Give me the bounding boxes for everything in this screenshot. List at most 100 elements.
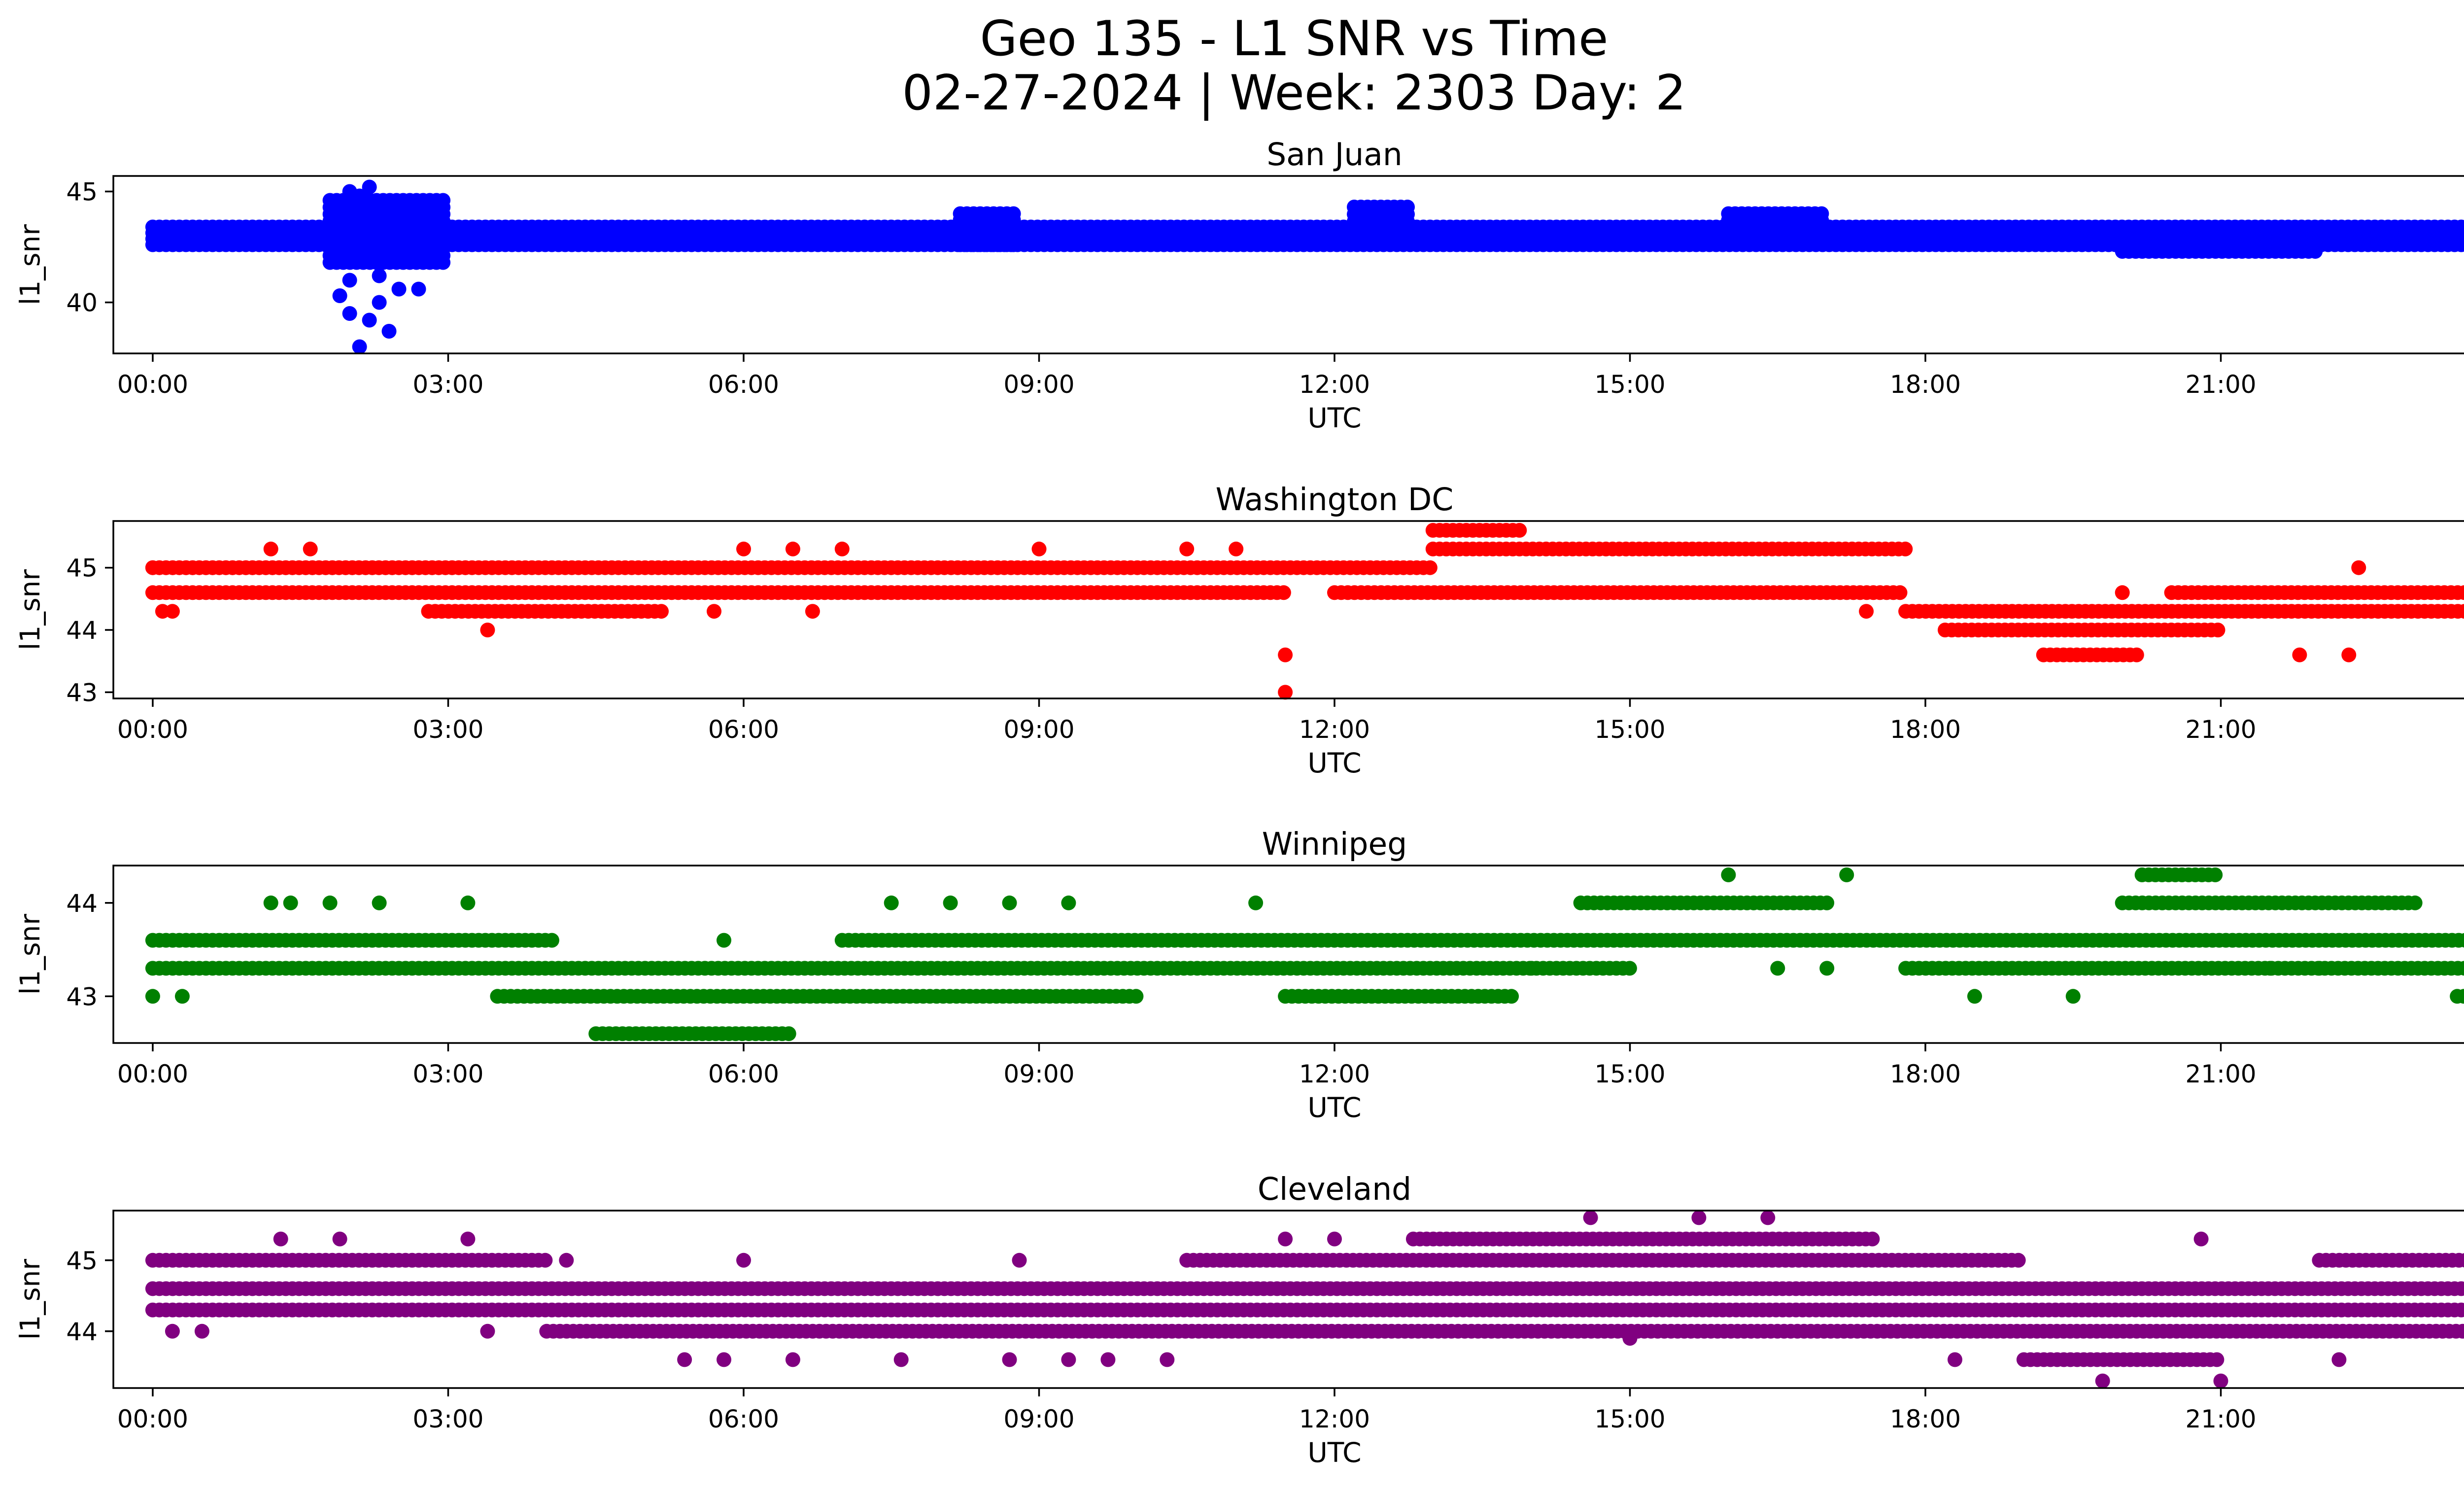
data-point bbox=[372, 268, 387, 283]
data-point bbox=[2457, 961, 2464, 976]
data-point bbox=[283, 895, 298, 910]
data-point bbox=[943, 895, 958, 910]
x-tick-label: 00:00 bbox=[117, 1060, 188, 1088]
data-point bbox=[372, 895, 387, 910]
data-point bbox=[1553, 585, 1569, 600]
plot-frame bbox=[112, 175, 2464, 354]
data-point bbox=[544, 933, 559, 948]
data-point bbox=[1248, 895, 1264, 910]
data-point bbox=[805, 604, 820, 619]
data-point bbox=[1179, 541, 1195, 556]
x-axis-label: UTC bbox=[1307, 1092, 1361, 1123]
data-point bbox=[2129, 647, 2144, 662]
data-point bbox=[460, 895, 476, 910]
data-point bbox=[2457, 604, 2464, 619]
data-point bbox=[834, 541, 850, 556]
x-tick-label: 03:00 bbox=[412, 715, 483, 744]
x-tick-label: 06:00 bbox=[708, 715, 779, 744]
x-tick-label: 09:00 bbox=[1003, 715, 1074, 744]
data-point bbox=[1859, 604, 1874, 619]
data-point bbox=[1400, 200, 1415, 214]
data-point bbox=[1622, 961, 1637, 976]
data-point bbox=[372, 295, 387, 310]
x-tick-label: 18:00 bbox=[1890, 715, 1961, 744]
subplot-panels: San Juan 00:00 03:00 06:00 09:00 12:00 15:00 18… bbox=[14, 137, 2464, 1468]
data-point bbox=[1276, 585, 1291, 600]
data-point bbox=[2455, 1323, 2464, 1339]
data-point bbox=[2407, 895, 2423, 910]
data-point bbox=[654, 604, 669, 619]
y-tick-label: 43 bbox=[66, 678, 98, 707]
data-point bbox=[1031, 541, 1047, 556]
x-tick-label: 15:00 bbox=[1594, 715, 1665, 744]
subplot-title: San Juan bbox=[1266, 137, 1403, 173]
data-point bbox=[538, 1252, 553, 1268]
data-series bbox=[145, 867, 2464, 1042]
data-point bbox=[2458, 933, 2464, 948]
data-point bbox=[1721, 867, 1736, 882]
x-tick-label: 12:00 bbox=[1299, 1060, 1370, 1088]
data-point bbox=[2454, 1302, 2464, 1318]
data-series bbox=[145, 1210, 2464, 1389]
data-point bbox=[1006, 206, 1021, 221]
y-tick-label: 40 bbox=[66, 289, 98, 317]
data-point bbox=[401, 195, 416, 210]
data-series bbox=[145, 179, 2464, 354]
x-tick-label: 00:00 bbox=[117, 715, 188, 744]
subplot-title: Cleveland bbox=[1258, 1171, 1411, 1207]
y-tick-label: 44 bbox=[66, 889, 98, 918]
x-tick-label: 12:00 bbox=[1299, 370, 1370, 399]
data-point bbox=[2460, 1303, 2464, 1317]
data-point bbox=[2262, 961, 2278, 976]
data-point bbox=[884, 895, 899, 910]
x-tick-label: 03:00 bbox=[412, 1060, 483, 1088]
data-point bbox=[1819, 895, 1835, 910]
data-point bbox=[2454, 1281, 2464, 1296]
chart-title-line-2: 02-27-2024 | Week: 2303 Day: 2 bbox=[902, 65, 1686, 121]
data-point bbox=[2454, 219, 2464, 235]
x-tick-label: 18:00 bbox=[1890, 370, 1961, 399]
data-point bbox=[174, 989, 190, 1004]
data-point bbox=[1129, 989, 1144, 1004]
data-point bbox=[1898, 541, 1913, 556]
data-point bbox=[2460, 1282, 2464, 1295]
data-point bbox=[2065, 989, 2081, 1004]
chart-title-line-1: Geo 135 - L1 SNR vs Time bbox=[980, 11, 1608, 67]
data-point bbox=[2312, 961, 2327, 976]
data-point bbox=[263, 895, 278, 910]
data-point bbox=[436, 193, 451, 208]
data-point bbox=[717, 933, 731, 948]
data-point bbox=[2208, 867, 2223, 882]
x-tick-label: 21:00 bbox=[2186, 1060, 2257, 1088]
y-tick-label: 43 bbox=[66, 982, 98, 1011]
y-tick-label: 45 bbox=[66, 554, 98, 583]
data-point bbox=[303, 541, 318, 556]
y-axis-label: l1_snr bbox=[14, 914, 46, 995]
y-tick-label: 45 bbox=[66, 178, 98, 207]
data-point bbox=[1512, 522, 1527, 538]
data-point bbox=[1819, 961, 1835, 976]
data-point bbox=[707, 604, 721, 619]
x-tick-label: 12:00 bbox=[1299, 715, 1370, 744]
data-point bbox=[2292, 647, 2307, 662]
x-axis-label: UTC bbox=[1307, 402, 1361, 434]
data-point bbox=[1229, 541, 1244, 556]
data-point bbox=[421, 200, 436, 214]
data-point bbox=[1422, 560, 1437, 575]
y-axis-label: l1_snr bbox=[14, 224, 46, 305]
x-tick-label: 06:00 bbox=[708, 1060, 779, 1088]
data-point bbox=[1865, 1231, 1880, 1247]
x-axis-label: UTC bbox=[1307, 747, 1361, 779]
plot-frame bbox=[112, 865, 2464, 1044]
data-point bbox=[362, 313, 377, 328]
x-tick-label: 18:00 bbox=[1890, 1060, 1961, 1088]
data-point bbox=[1278, 647, 1293, 662]
x-tick-label: 21:00 bbox=[2186, 370, 2257, 399]
data-point bbox=[1839, 867, 1854, 882]
data-point bbox=[480, 623, 495, 638]
y-axis-label: l1_snr bbox=[14, 569, 46, 650]
data-point bbox=[1892, 585, 1908, 600]
